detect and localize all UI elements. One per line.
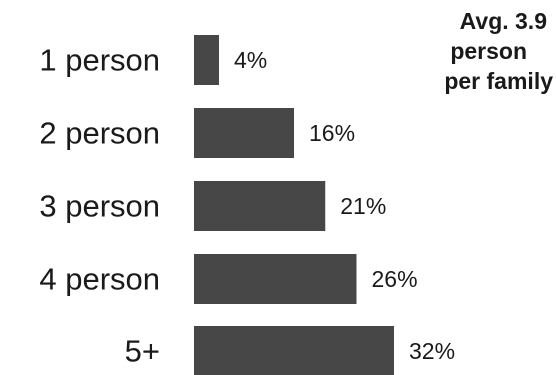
bar (194, 108, 294, 158)
annotation-line-2: person (450, 38, 527, 64)
average-annotation: Avg. 3.9 person per family (393, 6, 553, 96)
bar-row: 3 person 21% (39, 181, 386, 231)
category-label: 4 person (39, 262, 160, 297)
value-label: 21% (340, 193, 386, 219)
category-label: 5+ (125, 334, 160, 369)
annotation-line-3: per family (444, 68, 553, 94)
bar (194, 181, 326, 231)
bar-row: 4 person 26% (39, 254, 418, 304)
bar (194, 35, 219, 85)
bar (194, 326, 394, 375)
category-label: 2 person (39, 116, 160, 151)
value-label: 4% (234, 47, 267, 73)
bar-row: 2 person 16% (39, 108, 355, 158)
category-label: 1 person (39, 43, 160, 78)
category-label: 3 person (39, 189, 160, 224)
bar (194, 254, 357, 304)
bar-row: 5+ 32% (125, 326, 455, 375)
value-label: 26% (372, 266, 418, 292)
value-label: 32% (409, 338, 455, 364)
bar-row: 1 person 4% (39, 35, 267, 85)
value-label: 16% (309, 120, 355, 146)
annotation-line-1: Avg. 3.9 (459, 8, 547, 34)
